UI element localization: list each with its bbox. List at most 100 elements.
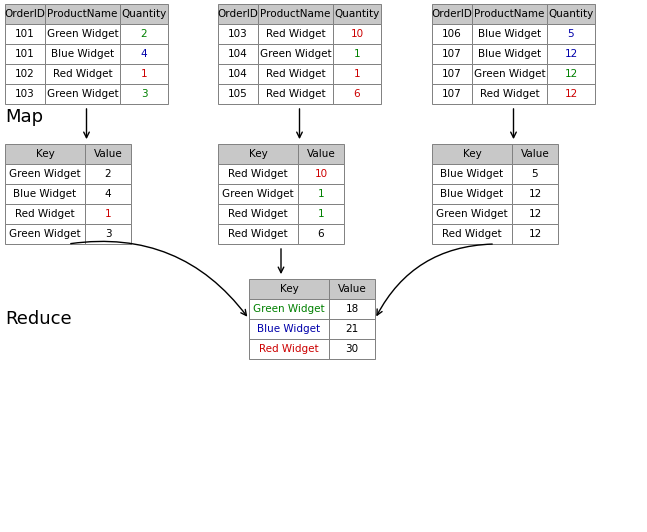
Bar xyxy=(472,4,547,24)
Text: Quantity: Quantity xyxy=(549,9,594,19)
Text: 21: 21 xyxy=(345,324,358,334)
Bar xyxy=(298,224,344,244)
Text: 1: 1 xyxy=(318,189,324,199)
Bar xyxy=(258,4,333,24)
Bar xyxy=(218,184,298,204)
Text: Green Widget: Green Widget xyxy=(47,89,118,99)
Bar xyxy=(5,64,45,84)
Text: Key: Key xyxy=(248,149,267,159)
Bar xyxy=(258,24,333,44)
Text: Blue Widget: Blue Widget xyxy=(51,49,114,59)
Text: Green Widget: Green Widget xyxy=(9,229,81,239)
Bar xyxy=(432,4,472,24)
Text: 5: 5 xyxy=(567,29,575,39)
Bar xyxy=(218,144,298,164)
Text: 4: 4 xyxy=(105,189,111,199)
Text: 1: 1 xyxy=(354,69,360,79)
Bar xyxy=(218,164,298,184)
Text: ProductName: ProductName xyxy=(260,9,331,19)
Bar xyxy=(45,44,120,64)
Text: 104: 104 xyxy=(228,49,248,59)
Text: 12: 12 xyxy=(564,49,578,59)
Bar xyxy=(120,24,168,44)
Bar xyxy=(432,224,512,244)
Bar xyxy=(432,84,472,104)
Bar xyxy=(120,84,168,104)
Text: Reduce: Reduce xyxy=(5,310,72,328)
Bar xyxy=(5,4,45,24)
Text: Map: Map xyxy=(5,108,43,126)
Text: OrderID: OrderID xyxy=(217,9,258,19)
Text: Red Widget: Red Widget xyxy=(442,229,502,239)
Text: Green Widget: Green Widget xyxy=(474,69,545,79)
Bar xyxy=(472,24,547,44)
Bar xyxy=(258,44,333,64)
Bar xyxy=(218,24,258,44)
Text: Blue Widget: Blue Widget xyxy=(478,29,541,39)
Text: 5: 5 xyxy=(532,169,538,179)
Text: Value: Value xyxy=(307,149,335,159)
Text: Key: Key xyxy=(36,149,54,159)
Bar xyxy=(472,44,547,64)
Bar xyxy=(120,64,168,84)
Bar xyxy=(329,339,375,359)
Text: 12: 12 xyxy=(564,89,578,99)
Text: Red Widget: Red Widget xyxy=(266,29,325,39)
Bar xyxy=(5,44,45,64)
Bar xyxy=(512,224,558,244)
Text: OrderID: OrderID xyxy=(5,9,45,19)
Text: Green Widget: Green Widget xyxy=(259,49,331,59)
Text: Value: Value xyxy=(338,284,366,294)
Text: 101: 101 xyxy=(15,49,35,59)
Text: 1: 1 xyxy=(354,49,360,59)
Text: 105: 105 xyxy=(228,89,248,99)
Text: 102: 102 xyxy=(15,69,35,79)
Text: ProductName: ProductName xyxy=(47,9,118,19)
Bar xyxy=(298,184,344,204)
Bar xyxy=(432,44,472,64)
Text: Green Widget: Green Widget xyxy=(9,169,81,179)
Bar xyxy=(333,44,381,64)
Bar xyxy=(512,144,558,164)
Text: Quantity: Quantity xyxy=(122,9,167,19)
Text: Key: Key xyxy=(463,149,481,159)
Bar xyxy=(5,184,85,204)
Bar xyxy=(333,84,381,104)
Text: 104: 104 xyxy=(228,69,248,79)
Bar xyxy=(298,204,344,224)
Text: 103: 103 xyxy=(228,29,248,39)
Bar xyxy=(5,204,85,224)
Text: Red Widget: Red Widget xyxy=(228,229,288,239)
Bar xyxy=(45,64,120,84)
Bar xyxy=(45,4,120,24)
Bar xyxy=(333,64,381,84)
Text: Red Widget: Red Widget xyxy=(266,89,325,99)
Text: Blue Widget: Blue Widget xyxy=(441,169,503,179)
Text: 6: 6 xyxy=(318,229,324,239)
Bar xyxy=(512,204,558,224)
Bar xyxy=(218,224,298,244)
Bar xyxy=(249,299,329,319)
Bar xyxy=(249,339,329,359)
Text: Value: Value xyxy=(94,149,122,159)
Bar xyxy=(218,44,258,64)
Bar xyxy=(5,84,45,104)
Bar xyxy=(472,64,547,84)
Bar xyxy=(329,299,375,319)
Bar xyxy=(512,164,558,184)
Bar xyxy=(547,44,595,64)
Text: 103: 103 xyxy=(15,89,35,99)
Bar xyxy=(218,84,258,104)
Bar xyxy=(120,44,168,64)
Text: 6: 6 xyxy=(354,89,360,99)
Text: Red Widget: Red Widget xyxy=(266,69,325,79)
Text: Blue Widget: Blue Widget xyxy=(258,324,320,334)
Bar xyxy=(258,84,333,104)
Bar xyxy=(45,84,120,104)
Text: Blue Widget: Blue Widget xyxy=(441,189,503,199)
Text: 4: 4 xyxy=(140,49,148,59)
Text: Green Widget: Green Widget xyxy=(47,29,118,39)
Bar xyxy=(258,64,333,84)
Text: 12: 12 xyxy=(529,189,542,199)
Text: ProductName: ProductName xyxy=(474,9,545,19)
